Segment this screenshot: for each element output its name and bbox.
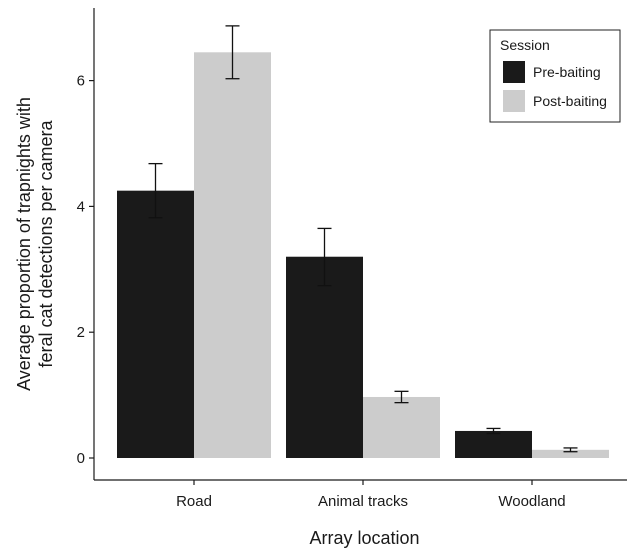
x-axis-title: Array location [309,528,419,548]
y-tick-label: 4 [77,198,85,215]
y-tick-label: 2 [77,324,85,341]
x-tick-label: Road [176,493,212,510]
bar-post-baiting-road [194,52,271,459]
y-axis-ticks: 0 2 4 6 [77,73,94,467]
error-bar [317,227,332,287]
legend-swatch [503,61,525,83]
error-bar [148,162,163,219]
y-tick-label: 0 [77,450,85,467]
error-bar [394,390,409,404]
legend-items: Pre-baiting Post-baiting [503,61,607,112]
y-axis-title-line: feral cat detections per camera [36,119,56,367]
legend-title: Session [500,37,550,53]
legend-label: Post-baiting [533,93,607,109]
x-tick-label: Animal tracks [318,493,408,510]
y-axis-title: Average proportion of trapnights with fer… [14,97,56,391]
bar-post-baiting-animal-tracks [363,396,440,458]
x-tick-label: Woodland [498,493,565,510]
axes [93,8,627,481]
y-tick-label: 6 [77,73,85,90]
bar-pre-baiting-road [117,190,194,459]
error-bar [563,447,578,453]
bar-pre-baiting-animal-tracks [286,256,363,458]
bar-post-baiting-woodland [532,449,609,458]
y-axis-title-line: Average proportion of trapnights with [14,97,34,391]
error-bar [486,427,501,435]
bar-pre-baiting-woodland [455,430,532,458]
x-axis-ticks: Road Animal tracks Woodland [176,480,566,510]
legend-label: Pre-baiting [533,64,601,80]
legend-swatch [503,90,525,112]
legend: Session Pre-baiting Post-baiting [489,29,621,123]
error-bar [225,25,240,80]
bars [117,52,609,459]
error-bars [148,25,578,453]
